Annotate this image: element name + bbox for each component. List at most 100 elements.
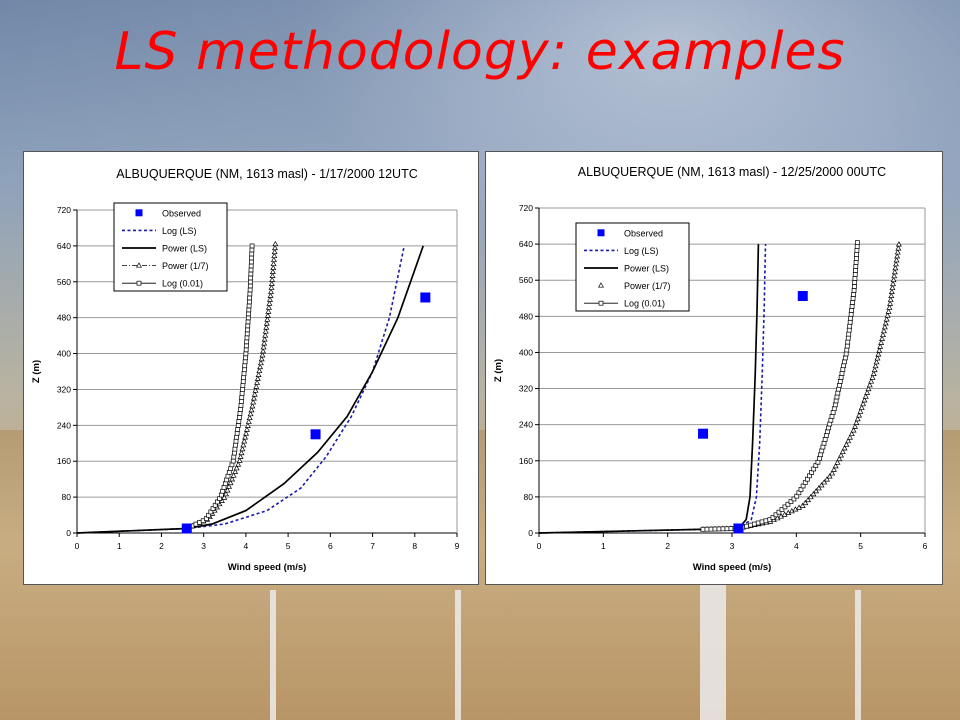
square-marker (822, 437, 828, 442)
square-marker (244, 335, 250, 341)
triangle-marker (818, 482, 825, 488)
triangle-marker (892, 264, 899, 271)
square-marker (242, 367, 247, 373)
triangle-marker (243, 426, 250, 432)
square-marker (830, 410, 836, 415)
triangle-marker (888, 292, 895, 298)
triangle-marker (888, 288, 895, 294)
triangle-marker (890, 276, 897, 283)
square-marker (751, 521, 757, 527)
triangle-marker (887, 300, 894, 306)
triangle-marker (872, 362, 879, 369)
square-marker (845, 335, 851, 341)
triangle-marker (868, 378, 875, 384)
square-marker (237, 411, 243, 416)
square-marker (712, 526, 718, 532)
x-tick-label: 2 (665, 541, 670, 551)
square-marker (849, 304, 855, 309)
square-marker (847, 319, 853, 325)
triangle-marker (254, 379, 261, 385)
triangle-marker (875, 351, 882, 357)
square-marker (853, 256, 859, 261)
x-tick-label: 4 (794, 541, 799, 551)
triangle-marker (885, 308, 892, 314)
triangle-marker (880, 327, 887, 334)
x-tick-label: 3 (201, 541, 206, 551)
triangle-marker (245, 418, 252, 424)
x-tick-label: 8 (412, 541, 417, 551)
triangle-marker (254, 375, 261, 381)
triangle-marker (269, 268, 276, 274)
square-marker (247, 295, 252, 301)
triangle-marker (892, 261, 899, 267)
triangle-marker (854, 415, 861, 422)
triangle-marker (865, 385, 872, 392)
triangle-marker (821, 479, 828, 485)
square-marker (224, 477, 229, 483)
triangle-marker (839, 448, 846, 454)
square-marker (782, 504, 788, 510)
square-marker (225, 473, 231, 479)
y-tick-label: 240 (57, 420, 71, 430)
x-tick-label: 5 (858, 541, 863, 551)
triangle-marker (268, 288, 275, 294)
square-marker (854, 252, 859, 257)
square-marker (791, 496, 797, 502)
square-marker (770, 515, 776, 520)
slide-title: LS methodology: examples (114, 22, 846, 82)
square-marker (846, 331, 852, 337)
square-marker (823, 433, 829, 438)
square-marker (235, 423, 241, 428)
square-marker (248, 279, 253, 285)
chart-title: ALBUQUERQUE (NM, 1613 masl) - 1/17/2000 … (116, 167, 418, 181)
square-marker (247, 299, 252, 305)
y-tick-label: 80 (524, 492, 534, 502)
triangle-marker (243, 430, 250, 436)
chart-panel-left: ALBUQUERQUE (NM, 1613 masl) - 1/17/2000 … (23, 151, 479, 585)
square-marker (831, 406, 837, 412)
triangle-marker (240, 442, 247, 448)
square-marker (249, 255, 254, 261)
triangle-marker (884, 312, 891, 318)
square-marker (235, 426, 241, 432)
triangle-marker (265, 304, 272, 310)
x-tick-label: 2 (159, 541, 164, 551)
y-tick-label: 320 (519, 384, 533, 394)
square-marker (249, 259, 254, 265)
x-tick-label: 6 (923, 541, 928, 551)
x-tick-label: 9 (455, 541, 460, 551)
square-marker (221, 485, 227, 490)
triangle-marker (230, 472, 237, 478)
triangle-marker (271, 248, 278, 255)
square-marker (720, 526, 726, 532)
triangle-marker (266, 296, 273, 302)
square-marker (850, 296, 856, 301)
square-marker (244, 339, 250, 345)
observed-point (733, 523, 744, 534)
triangle-marker (261, 336, 268, 342)
triangle-marker (224, 487, 231, 493)
legend-label: Log (0.01) (162, 279, 203, 289)
square-marker (236, 419, 242, 424)
square-marker (231, 454, 237, 460)
chart-panel-right: ALBUQUERQUE (NM, 1613 masl) - 12/25/2000… (485, 151, 943, 585)
square-marker (241, 371, 247, 377)
square-marker (851, 292, 856, 297)
triangle-marker (853, 419, 860, 425)
triangle-marker (882, 320, 889, 326)
triangle-marker (249, 403, 256, 409)
square-marker (851, 288, 857, 293)
triangle-marker (860, 400, 867, 407)
x-tick-label: 0 (537, 541, 542, 551)
square-marker (842, 359, 847, 365)
triangle-marker (264, 312, 271, 318)
square-marker (744, 523, 749, 529)
square-marker (763, 518, 769, 524)
triangle-marker (846, 434, 853, 440)
triangle-marker (799, 502, 806, 508)
triangle-marker (229, 476, 236, 482)
triangle-marker (237, 453, 244, 459)
triangle-marker (263, 320, 270, 326)
square-marker (848, 315, 854, 321)
observed-point (181, 523, 192, 534)
